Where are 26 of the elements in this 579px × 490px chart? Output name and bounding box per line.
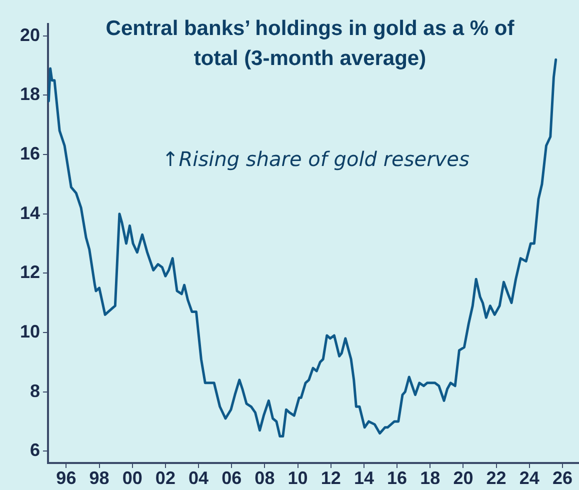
- y-tick-label: 16: [20, 143, 40, 164]
- y-tick-label: 12: [20, 262, 40, 282]
- x-tick-label: 96: [56, 468, 76, 488]
- x-tick-label: 00: [122, 468, 142, 488]
- x-tick-label: 24: [519, 468, 540, 488]
- x-tick-label: 18: [420, 468, 440, 488]
- x-tick-label: 22: [486, 468, 506, 488]
- x-tick-label: 98: [89, 468, 110, 488]
- x-tick-label: 10: [288, 468, 308, 488]
- x-tick-label: 12: [320, 468, 341, 488]
- x-tick-label: 02: [155, 468, 176, 488]
- x-tick-label: 04: [188, 468, 209, 488]
- x-tick-label: 14: [354, 468, 374, 488]
- y-tick-label: 18: [20, 84, 40, 104]
- y-tick-label: 6: [30, 440, 40, 460]
- y-tick-label: 10: [20, 321, 40, 342]
- y-tick-label: 14: [20, 202, 40, 223]
- x-tick-label: 16: [387, 468, 408, 488]
- chart-title: Central banks’ holdings in gold as a % of total (3-month average): [106, 17, 516, 70]
- x-tick-label: 20: [453, 468, 474, 488]
- annotation: ↑Rising share of gold reserves: [162, 147, 470, 171]
- y-tick-label: 8: [30, 380, 40, 401]
- y-tick-label: 20: [20, 24, 40, 45]
- x-tick-label: 06: [222, 468, 242, 488]
- x-tick-label: 08: [254, 468, 275, 488]
- x-tick-label: 26: [552, 468, 572, 488]
